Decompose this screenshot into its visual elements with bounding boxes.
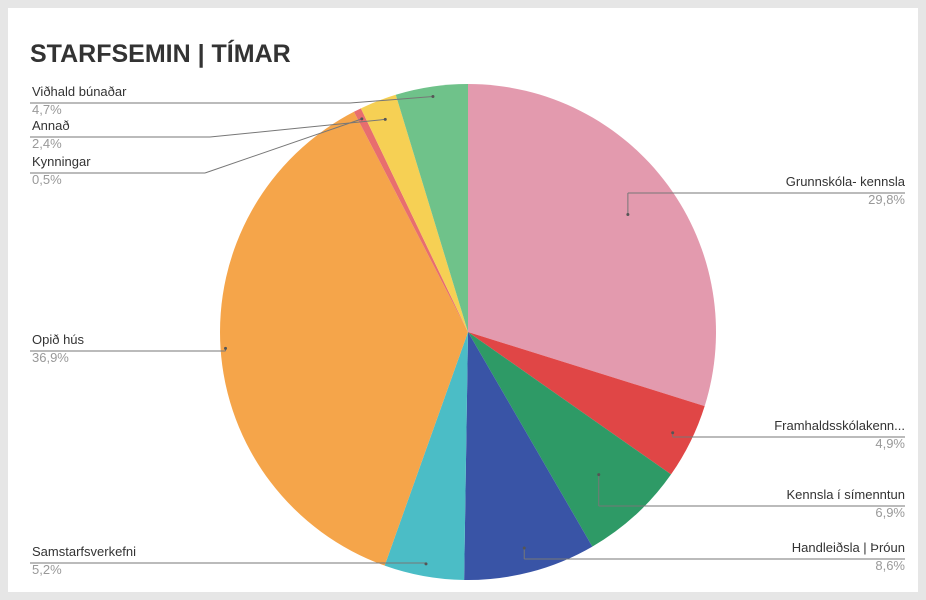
slice-value-label: 4,9% <box>875 436 905 451</box>
slice-value-label: 8,6% <box>875 558 905 573</box>
slice-value-label: 5,2% <box>32 562 62 577</box>
leader-line <box>204 118 362 174</box>
pie-slice <box>353 108 468 333</box>
pie-slice <box>220 111 468 566</box>
leader-dot <box>522 546 526 550</box>
slice-label: Viðhald búnaðar <box>32 84 127 99</box>
slice-value-label: 6,9% <box>875 505 905 520</box>
pie-slice <box>468 332 672 547</box>
slice-label: Kynningar <box>32 154 91 169</box>
slice-label: Kennsla í símenntun <box>786 487 905 502</box>
slice-label: Opið hús <box>32 332 85 347</box>
pie-slice <box>360 94 468 332</box>
leader-line <box>349 96 433 104</box>
pie-slice <box>464 332 593 581</box>
pie-slice <box>395 84 468 332</box>
leader-line <box>209 118 386 138</box>
leader-dot <box>383 117 387 121</box>
slice-value-label: 36,9% <box>32 350 69 365</box>
slice-label: Samstarfsverkefni <box>32 544 136 559</box>
leader-dot <box>431 95 435 99</box>
leader-dot <box>424 562 428 566</box>
pie-slice <box>384 332 468 580</box>
chart-title: STARFSEMIN | TÍMAR <box>30 39 291 68</box>
leader-dot <box>671 431 675 435</box>
leader-dot <box>597 473 601 477</box>
slice-label: Handleiðsla | Þróun <box>792 540 905 555</box>
slice-label: Annað <box>32 118 70 133</box>
leader-dot <box>360 117 364 121</box>
slice-label: Grunnskóla- kennsla <box>786 174 906 189</box>
slice-value-label: 2,4% <box>32 136 62 151</box>
leader-dot <box>626 213 630 217</box>
slice-value-label: 29,8% <box>868 192 905 207</box>
slice-value-label: 4,7% <box>32 102 62 117</box>
pie-slice <box>468 332 705 475</box>
leader-dot <box>224 346 228 350</box>
slice-value-label: 0,5% <box>32 172 62 187</box>
slice-label: Framhaldsskólakenn... <box>774 418 905 433</box>
pie-slice <box>468 84 716 407</box>
